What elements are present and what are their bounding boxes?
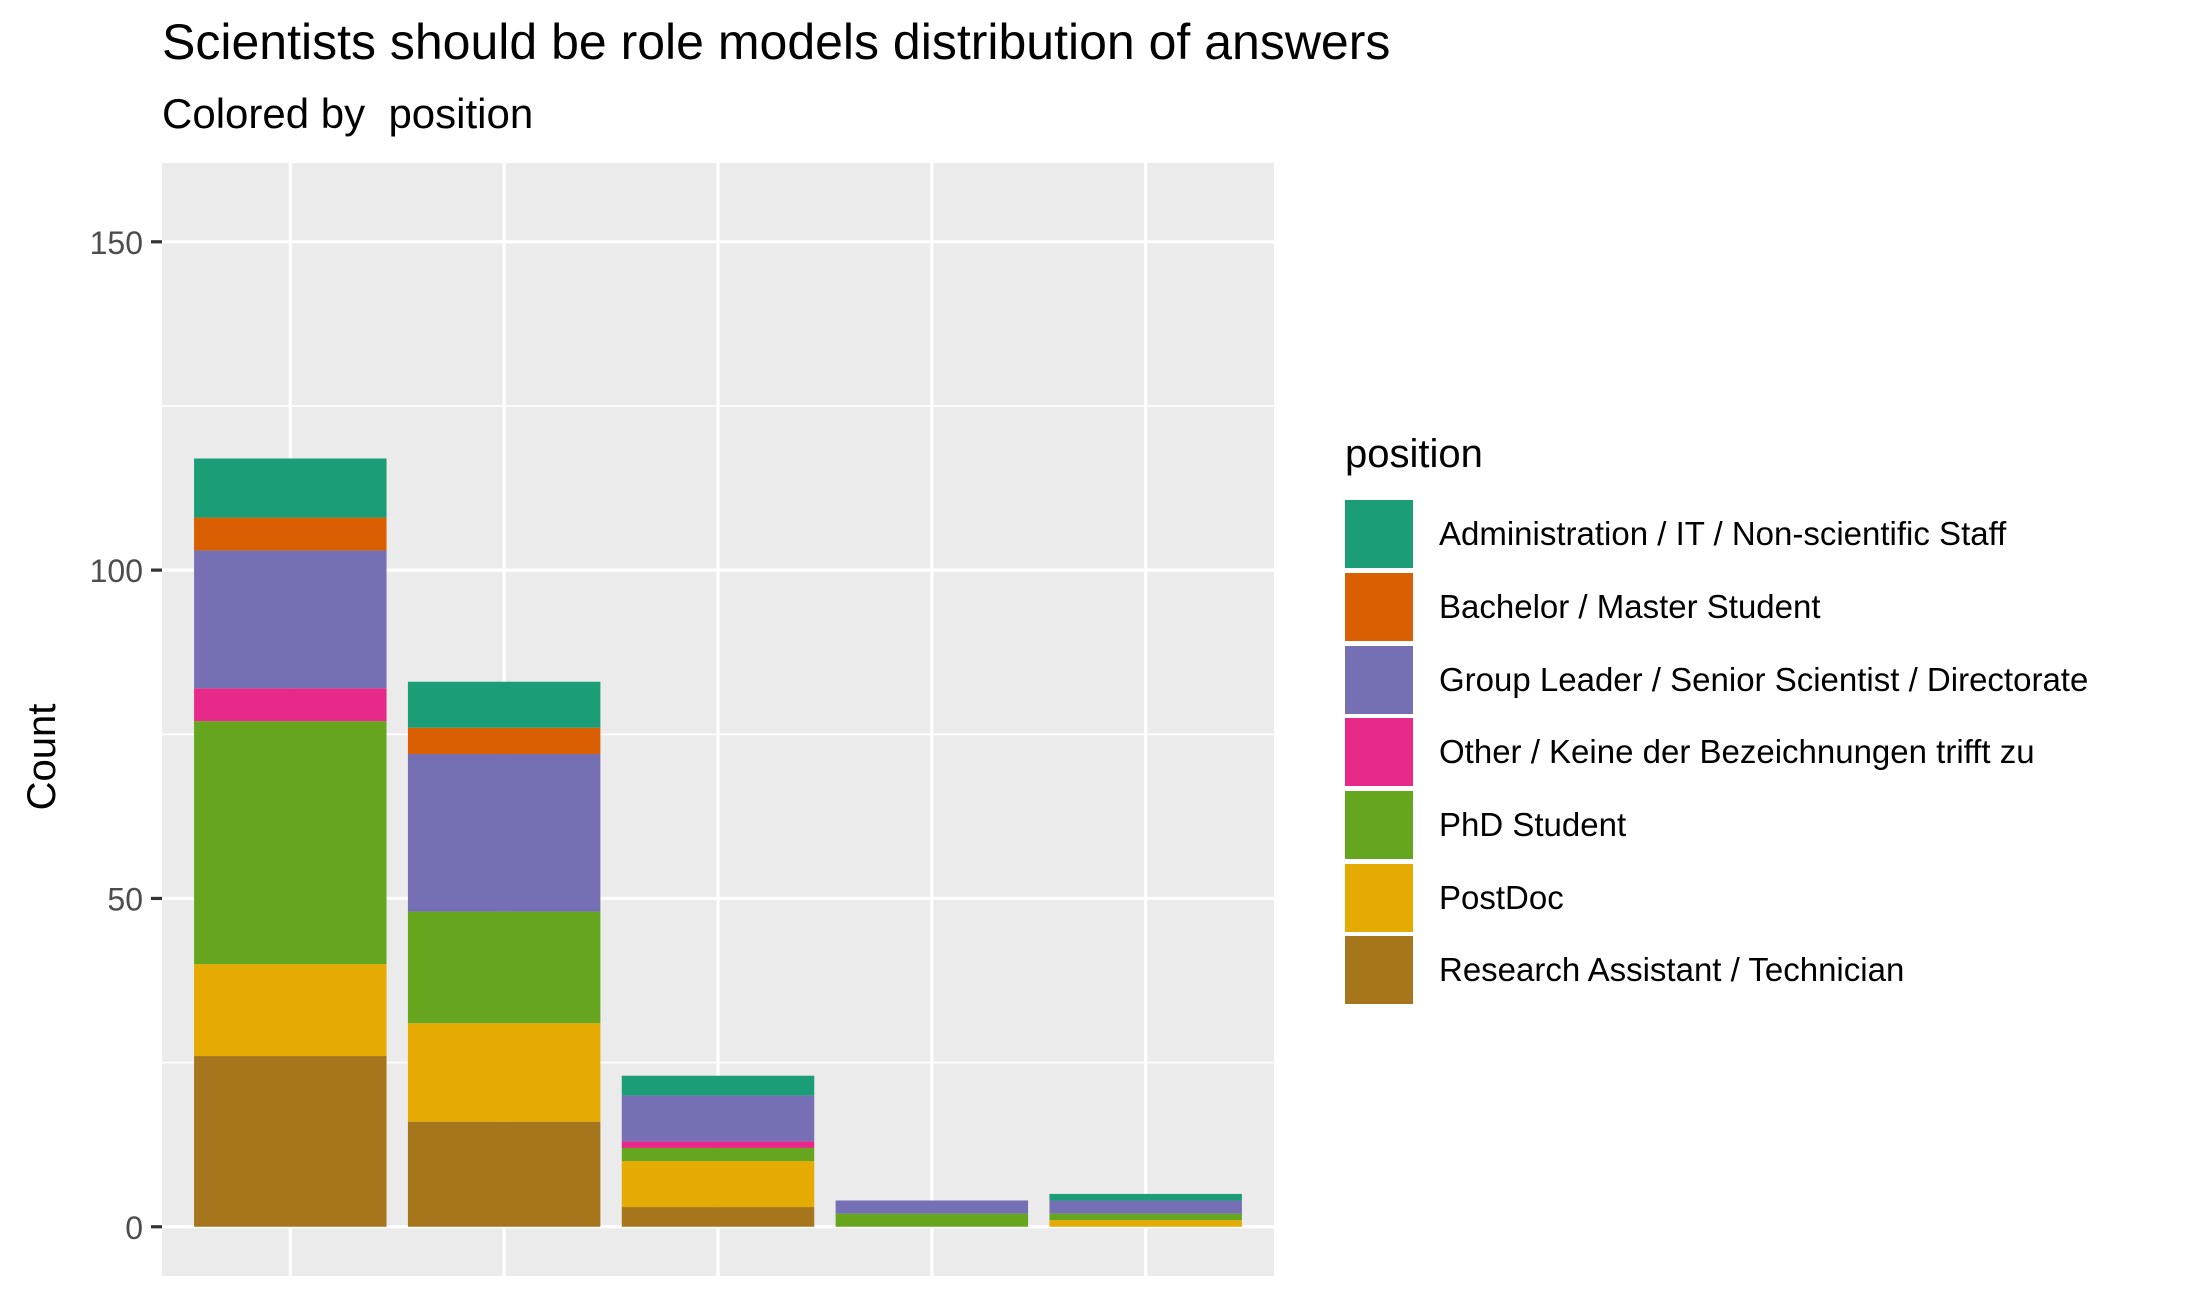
legend-label: Other / Keine der Bezeichnungen trifft z… — [1439, 733, 2035, 771]
bar-segment — [621, 1161, 815, 1208]
y-tick-label: 150 — [90, 225, 143, 261]
bar-segment — [194, 688, 387, 722]
bar-segment — [407, 753, 601, 912]
legend-key — [1345, 500, 1413, 569]
legend-item: Other / Keine der Bezeichnungen trifft z… — [1345, 716, 2088, 789]
bar-segment — [1049, 1220, 1242, 1227]
bar-segment — [194, 550, 387, 689]
y-tick-label: 0 — [125, 1210, 143, 1246]
bar-segment — [407, 681, 601, 728]
legend-item: PhD Student — [1345, 789, 2088, 862]
legend-key — [1345, 645, 1413, 714]
bar-segment — [194, 1056, 387, 1227]
y-tick-label: 100 — [90, 553, 143, 589]
bar-segment — [621, 1075, 815, 1096]
legend-label: Administration / IT / Non-scientific Sta… — [1439, 515, 2007, 553]
chart-title: Scientists should be role models distrib… — [162, 14, 1391, 70]
y-tick-label: 50 — [107, 881, 143, 917]
bar-segment — [621, 1207, 815, 1227]
bar-segment — [407, 911, 601, 1024]
legend-item: Bachelor / Master Student — [1345, 571, 2088, 644]
legend: position Administration / IT / Non-scien… — [1345, 430, 2088, 1007]
bar-segment — [1049, 1213, 1242, 1221]
legend-key — [1345, 863, 1413, 932]
legend-items: Administration / IT / Non-scientific Sta… — [1345, 498, 2088, 1007]
legend-key — [1345, 936, 1413, 1005]
bar-segment — [1049, 1193, 1242, 1201]
bar-segment — [621, 1147, 815, 1162]
legend-key — [1345, 791, 1413, 860]
legend-label: Bachelor / Master Student — [1439, 588, 1821, 626]
bar-segment — [835, 1213, 1029, 1227]
legend-item: Group Leader / Senior Scientist / Direct… — [1345, 643, 2088, 716]
bar-segment — [194, 458, 387, 518]
bar-segment — [194, 517, 387, 551]
legend-item: PostDoc — [1345, 861, 2088, 934]
bar-segment — [621, 1095, 815, 1142]
legend-label: PostDoc — [1439, 878, 1564, 916]
chart-subtitle: Colored by position — [162, 90, 534, 137]
legend-item: Research Assistant / Technician — [1345, 934, 2088, 1007]
legend-item: Administration / IT / Non-scientific Sta… — [1345, 498, 2088, 571]
legend-label: PhD Student — [1439, 806, 1627, 844]
y-axis: 0 50 100 150 — [90, 225, 162, 1246]
legend-label: Group Leader / Senior Scientist / Direct… — [1439, 660, 2089, 698]
legend-title: position — [1345, 432, 1483, 476]
bar-segment — [194, 964, 387, 1057]
bar-segment — [1049, 1200, 1242, 1214]
bar-segment — [835, 1200, 1029, 1214]
legend-key — [1345, 718, 1413, 787]
bar-segment — [407, 1023, 601, 1122]
bar-segment — [407, 1121, 601, 1227]
legend-label: Research Assistant / Technician — [1439, 951, 1905, 989]
legend-key — [1345, 573, 1413, 642]
bars — [194, 458, 1242, 1227]
plot-area: 0 50 100 150 — [90, 163, 1274, 1276]
bar-segment — [407, 727, 601, 754]
bar-segment — [194, 721, 387, 965]
bar-segment — [621, 1141, 815, 1148]
